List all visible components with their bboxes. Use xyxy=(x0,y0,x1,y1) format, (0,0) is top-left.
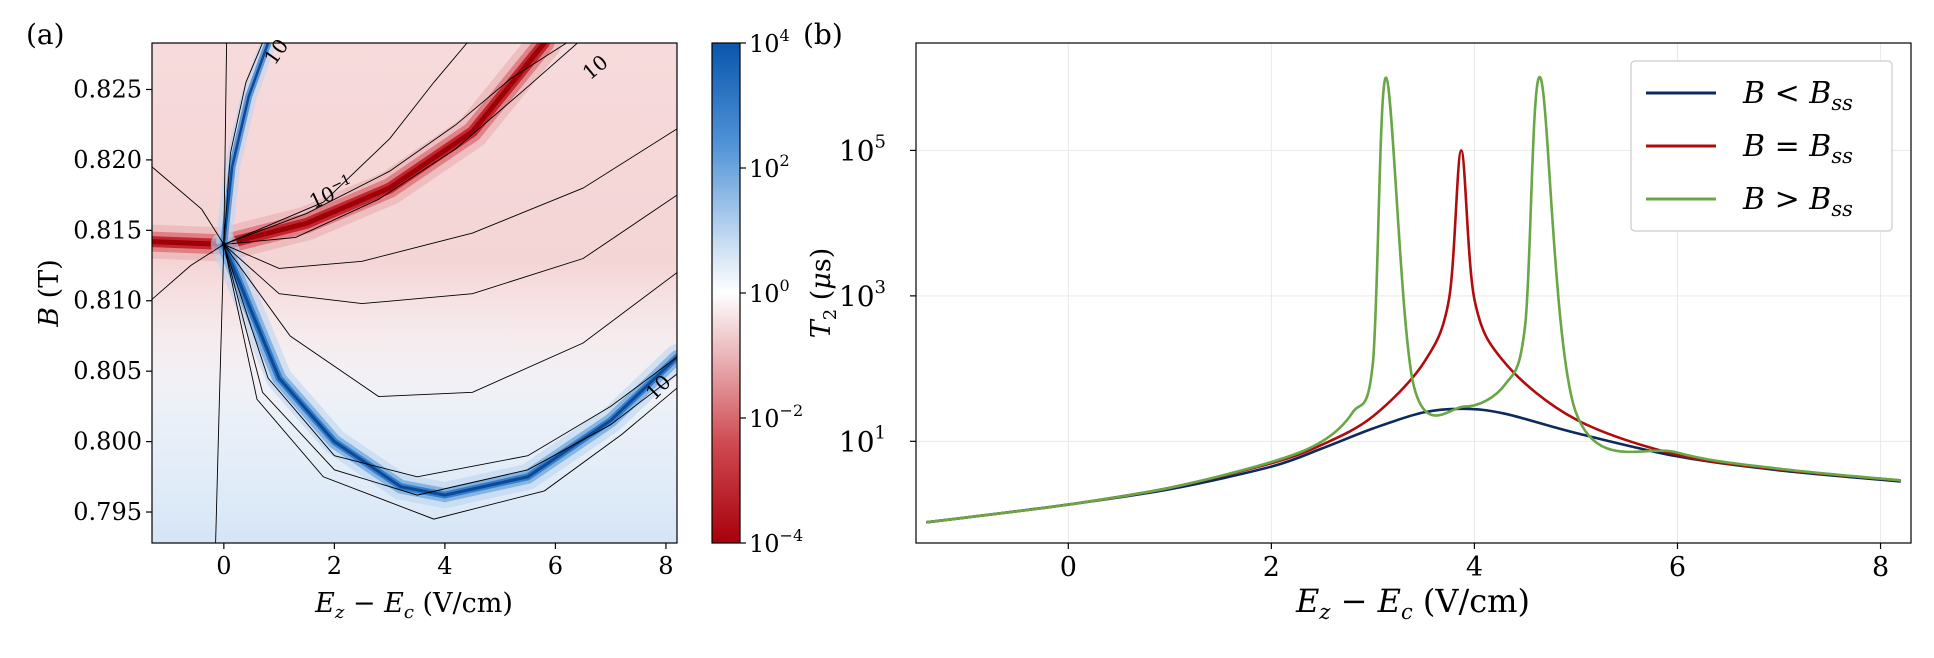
x-tick-label: 4 xyxy=(437,552,452,580)
line-plot-frame xyxy=(915,42,1912,544)
y-tick-label: 101 xyxy=(839,422,886,458)
contour-line xyxy=(223,244,677,478)
panel-b-label: (b) xyxy=(803,18,843,51)
y-tick-label: 0.810 xyxy=(73,287,142,315)
contour-line xyxy=(223,128,677,269)
line-x-ticks: 0 2 4 6 8 xyxy=(1060,543,1889,583)
x-tick-label: 8 xyxy=(1872,552,1889,583)
contour-line xyxy=(152,166,225,245)
colorbar-gradient xyxy=(712,43,740,543)
heatmap-y-axis-label: B (T) xyxy=(34,259,65,328)
colorbar-tick-label: 100 xyxy=(749,276,790,308)
heatmap-x-ticks: 0 2 4 6 8 xyxy=(216,543,674,580)
legend-box xyxy=(1630,60,1893,232)
blue-ridge-band xyxy=(222,242,677,497)
line-series-group xyxy=(926,76,1901,524)
y-tick-label: 0.805 xyxy=(73,357,142,385)
heatmap-frame xyxy=(151,42,678,544)
x-tick-label: 0 xyxy=(216,552,231,580)
contour-line xyxy=(223,194,677,305)
x-tick-label: 6 xyxy=(548,552,563,580)
contour-line xyxy=(223,244,677,397)
line-y-ticks: 101 103 105 xyxy=(839,131,916,458)
legend-label-3: B > Bss xyxy=(1742,182,1853,221)
colorbar-tick-label: 104 xyxy=(749,26,790,58)
heatmap-y-ticks: 0.795 0.800 0.805 0.810 0.815 0.820 0.825 xyxy=(73,75,152,526)
legend-label-1: B < Bss xyxy=(1742,76,1853,115)
panel-a-label: (a) xyxy=(26,18,65,51)
y-tick-label: 0.815 xyxy=(73,216,142,244)
contour-line xyxy=(152,244,225,300)
x-tick-label: 4 xyxy=(1466,552,1483,583)
x-tick-label: 6 xyxy=(1669,552,1686,583)
colorbar-tick-label: 102 xyxy=(749,151,790,183)
colorbar-ticks: 10−4 10−2 100 102 104 xyxy=(740,26,803,558)
legend-label-2: B = Bss xyxy=(1742,129,1853,168)
heatmap-x-axis-label: Ez − Ec (V/cm) xyxy=(314,588,513,623)
contour-line xyxy=(223,43,263,245)
legend: B < Bss B = Bss B > Bss xyxy=(1630,60,1893,232)
heatmap-plot: 0 2 4 6 8 0.795 0.800 0.805 0.810 0.815 0.820 0.82… xyxy=(34,34,678,623)
y-tick-label: 105 xyxy=(839,131,886,167)
contour-line xyxy=(223,43,578,245)
colorbar-label: T2 (μs) xyxy=(806,248,841,339)
y-tick-label: 0.825 xyxy=(73,75,142,103)
series-line-3 xyxy=(926,76,1901,524)
y-tick-label: 0.800 xyxy=(73,428,142,456)
contour-line xyxy=(223,43,567,245)
x-tick-label: 2 xyxy=(327,552,342,580)
contour-line xyxy=(223,43,228,245)
colorbar-tick-label: 10−4 xyxy=(749,526,803,558)
x-tick-label: 0 xyxy=(1060,552,1077,583)
focal-point xyxy=(221,242,227,247)
contour-line xyxy=(223,244,677,496)
line-x-axis-label: Ez − Ec (V/cm) xyxy=(1295,582,1530,624)
contour-line xyxy=(223,43,468,245)
colorbar: 10−4 10−2 100 102 104 T2 (μs) xyxy=(711,26,841,558)
y-tick-label: 103 xyxy=(839,277,886,313)
y-tick-label: 0.820 xyxy=(73,146,142,174)
contour-lines xyxy=(152,43,677,543)
contour-line xyxy=(223,244,677,520)
contour-line xyxy=(215,244,225,543)
blue-vertical-streak xyxy=(222,43,270,245)
x-tick-label: 2 xyxy=(1263,552,1280,583)
colorbar-tick-label: 10−2 xyxy=(749,401,803,433)
y-tick-label: 0.795 xyxy=(73,498,142,526)
x-tick-label: 8 xyxy=(658,552,673,580)
heatmap-layers xyxy=(152,43,677,509)
